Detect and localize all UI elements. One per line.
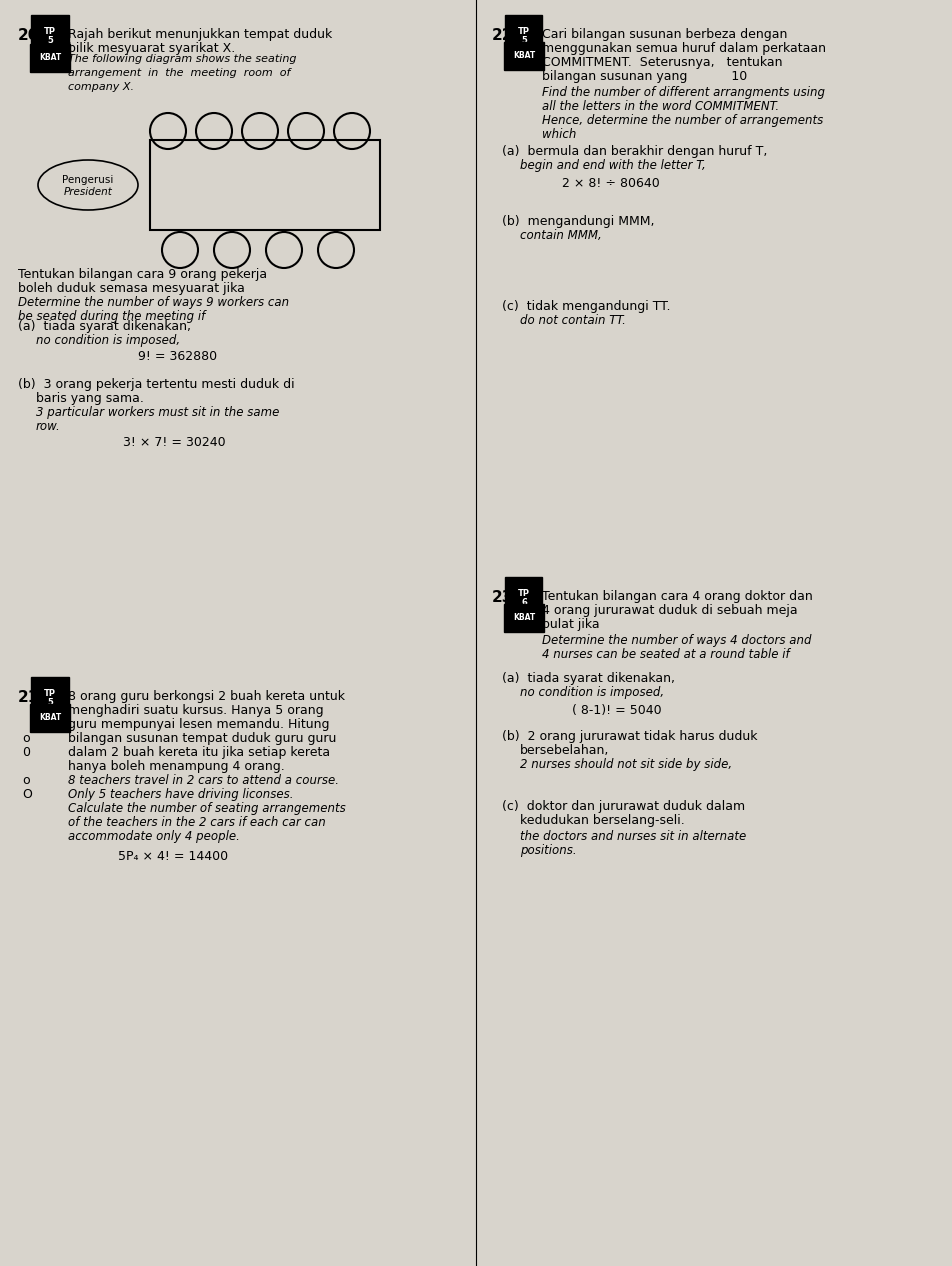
Text: 0: 0 (22, 746, 30, 760)
Text: The following diagram shows the seating: The following diagram shows the seating (68, 54, 296, 65)
Text: the doctors and nurses sit in alternate: the doctors and nurses sit in alternate (520, 830, 745, 843)
Text: contain MMM,: contain MMM, (520, 229, 601, 242)
Text: Determine the number of ways 4 doctors and: Determine the number of ways 4 doctors a… (542, 634, 811, 647)
Text: KBAT: KBAT (39, 714, 61, 723)
Text: o: o (22, 774, 30, 787)
Text: Pengerusi: Pengerusi (62, 175, 113, 185)
Text: KBAT: KBAT (512, 52, 535, 61)
Text: 21: 21 (18, 690, 39, 705)
Text: O: O (22, 787, 31, 801)
Text: no condition is imposed,: no condition is imposed, (36, 334, 180, 347)
Text: TP
6: TP 6 (518, 590, 529, 606)
Text: 2 × 8! ÷ 80640: 2 × 8! ÷ 80640 (562, 177, 659, 190)
Text: 23: 23 (491, 590, 513, 605)
Text: KBAT: KBAT (39, 53, 61, 62)
Text: President: President (64, 187, 112, 197)
Text: (b)  3 orang pekerja tertentu mesti duduk di: (b) 3 orang pekerja tertentu mesti duduk… (18, 379, 294, 391)
Text: 22: 22 (491, 28, 513, 43)
Text: TP
5: TP 5 (44, 28, 56, 44)
Text: do not contain TT.: do not contain TT. (520, 314, 625, 327)
Text: o: o (22, 732, 30, 744)
Text: bulat jika: bulat jika (542, 618, 599, 630)
Text: positions.: positions. (520, 844, 576, 857)
Text: Tentukan bilangan cara 9 orang pekerja: Tentukan bilangan cara 9 orang pekerja (18, 268, 267, 281)
Text: 3! × 7! = 30240: 3! × 7! = 30240 (123, 436, 226, 449)
Text: begin and end with the letter T,: begin and end with the letter T, (520, 160, 705, 172)
Text: (c)  doktor dan jururawat duduk dalam: (c) doktor dan jururawat duduk dalam (502, 800, 744, 813)
Text: Cari bilangan susunan berbeza dengan: Cari bilangan susunan berbeza dengan (542, 28, 786, 41)
Text: Tentukan bilangan cara 4 orang doktor dan: Tentukan bilangan cara 4 orang doktor da… (542, 590, 812, 603)
Text: Determine the number of ways 9 workers can: Determine the number of ways 9 workers c… (18, 296, 288, 309)
Text: 8 teachers travel in 2 cars to attend a course.: 8 teachers travel in 2 cars to attend a … (68, 774, 339, 787)
Text: menggunakan semua huruf dalam perkataan: menggunakan semua huruf dalam perkataan (542, 42, 825, 54)
Text: 9! = 362880: 9! = 362880 (138, 349, 217, 363)
Text: row.: row. (36, 420, 61, 433)
Text: (b)  2 orang jururawat tidak harus duduk: (b) 2 orang jururawat tidak harus duduk (502, 730, 757, 743)
Text: baris yang sama.: baris yang sama. (36, 392, 144, 405)
Text: TP
5: TP 5 (44, 690, 56, 706)
Text: accommodate only 4 people.: accommodate only 4 people. (68, 830, 240, 843)
Text: (b)  mengandungi MMM,: (b) mengandungi MMM, (502, 215, 654, 228)
Text: which: which (542, 128, 576, 141)
Text: TP
5: TP 5 (518, 28, 529, 44)
Text: (a)  bermula dan berakhir dengan huruf T,: (a) bermula dan berakhir dengan huruf T, (502, 146, 766, 158)
Text: be seated during the meeting if: be seated during the meeting if (18, 310, 205, 323)
Text: (a)  tiada syarat dikenakan,: (a) tiada syarat dikenakan, (502, 672, 674, 685)
Text: boleh duduk semasa mesyuarat jika: boleh duduk semasa mesyuarat jika (18, 282, 245, 295)
Text: (a)  tiada syarat dikenakan,: (a) tiada syarat dikenakan, (18, 320, 190, 333)
Text: Calculate the number of seating arrangements: Calculate the number of seating arrangem… (68, 801, 346, 815)
Text: bilangan susunan tempat duduk guru guru: bilangan susunan tempat duduk guru guru (68, 732, 336, 744)
Text: KBAT: KBAT (512, 614, 535, 623)
Text: bilangan susunan yang           10: bilangan susunan yang 10 (542, 70, 746, 84)
Text: 5P₄ × 4! = 14400: 5P₄ × 4! = 14400 (118, 849, 228, 863)
Text: dalam 2 buah kereta itu jika setiap kereta: dalam 2 buah kereta itu jika setiap kere… (68, 746, 329, 760)
Text: (c)  tidak mengandungi TT.: (c) tidak mengandungi TT. (502, 300, 670, 313)
Text: Only 5 teachers have driving liconses.: Only 5 teachers have driving liconses. (68, 787, 293, 801)
Text: Rajah berikut menunjukkan tempat duduk: Rajah berikut menunjukkan tempat duduk (68, 28, 332, 41)
Text: 3 particular workers must sit in the same: 3 particular workers must sit in the sam… (36, 406, 279, 419)
Text: 8 orang guru berkongsi 2 buah kereta untuk: 8 orang guru berkongsi 2 buah kereta unt… (68, 690, 345, 703)
Text: 20: 20 (18, 28, 39, 43)
Text: arrangement  in  the  meeting  room  of: arrangement in the meeting room of (68, 68, 290, 78)
Text: 4 nurses can be seated at a round table if: 4 nurses can be seated at a round table … (542, 648, 789, 661)
Text: ( 8-1)! = 5040: ( 8-1)! = 5040 (571, 704, 661, 717)
Text: guru mempunyai lesen memandu. Hitung: guru mempunyai lesen memandu. Hitung (68, 718, 329, 730)
Text: company X.: company X. (68, 82, 134, 92)
Text: no condition is imposed,: no condition is imposed, (520, 686, 664, 699)
Text: 4 orang jururawat duduk di sebuah meja: 4 orang jururawat duduk di sebuah meja (542, 604, 797, 617)
Text: 2 nurses should not sit side by side,: 2 nurses should not sit side by side, (520, 758, 731, 771)
Text: COMMITMENT.  Seterusnya,   tentukan: COMMITMENT. Seterusnya, tentukan (542, 56, 782, 70)
Text: Find the number of different arrangments using: Find the number of different arrangments… (542, 86, 824, 99)
Text: all the letters in the word COMMITMENT.: all the letters in the word COMMITMENT. (542, 100, 779, 113)
Text: hanya boleh menampung 4 orang.: hanya boleh menampung 4 orang. (68, 760, 285, 774)
Text: menghadiri suatu kursus. Hanya 5 orang: menghadiri suatu kursus. Hanya 5 orang (68, 704, 324, 717)
Text: kedudukan berselang-seli.: kedudukan berselang-seli. (520, 814, 684, 827)
Text: bersebelahan,: bersebelahan, (520, 744, 608, 757)
Text: bilik mesyuarat syarikat X.: bilik mesyuarat syarikat X. (68, 42, 235, 54)
Text: of the teachers in the 2 cars if each car can: of the teachers in the 2 cars if each ca… (68, 817, 326, 829)
Text: Hence, determine the number of arrangements: Hence, determine the number of arrangeme… (542, 114, 823, 127)
